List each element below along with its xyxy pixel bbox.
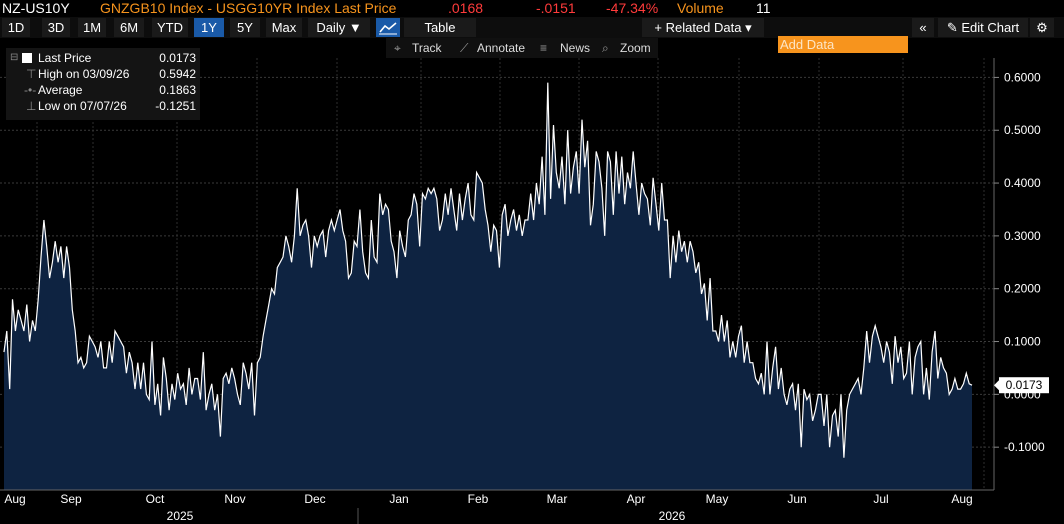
x-month-label: Oct	[146, 492, 165, 506]
y-tick-label: 0.6000	[1004, 70, 1041, 84]
range-1d-button[interactable]: 1D	[2, 18, 30, 37]
x-month-label: Dec	[304, 492, 325, 506]
white-swatch-icon	[22, 53, 32, 63]
average-marker-icon: -•-	[24, 83, 37, 97]
news-button[interactable]: News	[560, 41, 591, 55]
range-1m-button[interactable]: 1M	[78, 18, 106, 37]
range-ytd-button[interactable]: YTD	[152, 18, 188, 37]
magnifier-icon: ⌕	[602, 41, 609, 55]
series-line	[3, 82, 973, 458]
low-marker-icon: ⊥	[26, 99, 37, 113]
legend-last-value: 0.0173	[159, 51, 196, 65]
legend-high-value: 0.5942	[159, 67, 196, 81]
edit-chart-button[interactable]: ✎ Edit Chart	[938, 18, 1028, 37]
chart-tools-bar: ⌖ Track ⟋ Annotate ≡ News ⌕ Zoom	[386, 38, 658, 58]
last-price-value: .0168	[448, 0, 484, 16]
pencil-icon: ✎	[946, 20, 958, 35]
legend-average-value: 0.1863	[159, 83, 196, 97]
volume-value: 11	[756, 0, 771, 16]
range-1y-button[interactable]: 1Y	[194, 18, 224, 37]
last-value-box	[999, 377, 1049, 394]
legend-row-last: ⊟ Last Price 0.0173	[6, 50, 200, 66]
legend-high-label: High on 03/09/26	[38, 67, 130, 81]
y-tick-label: 0.1000	[1004, 335, 1041, 349]
x-axis-ticks: Aug Sep Oct Nov Dec Jan Feb Mar Apr May Jun Jul Aug 2…	[0, 489, 994, 524]
crosshair-icon: ⌖	[394, 41, 401, 55]
price-change-pct: -47.34%	[606, 0, 659, 16]
volume-label: Volume	[677, 0, 724, 16]
high-marker-icon: ⊤	[26, 67, 37, 81]
zoom-button[interactable]: Zoom	[620, 41, 651, 55]
x-month-label: Apr	[627, 492, 646, 506]
range-3d-button[interactable]: 3D	[42, 18, 70, 37]
y-tick-label: 0.5000	[1004, 123, 1041, 137]
x-month-label: Jun	[787, 492, 806, 506]
y-axis-ticks: 0.60000.50000.40000.30000.20000.10000.00…	[994, 70, 1045, 454]
y-tick-label: 0.2000	[1004, 282, 1041, 296]
x-month-label: Aug	[951, 492, 972, 506]
add-data-input[interactable]: Add Data	[778, 36, 908, 53]
line-chart-icon[interactable]	[376, 18, 400, 37]
annotate-button[interactable]: Annotate	[477, 41, 526, 55]
news-icon: ≡	[540, 41, 548, 55]
legend-low-label: Low on 07/07/26	[38, 99, 127, 113]
range-max-button[interactable]: Max	[266, 18, 302, 37]
last-value-pointer	[994, 380, 999, 391]
gear-icon[interactable]: ⚙	[1030, 18, 1054, 37]
y-tick-label: 0.3000	[1004, 229, 1041, 243]
x-year-label: 2025	[167, 509, 194, 523]
legend-last-label: Last Price	[38, 51, 92, 65]
y-tick-label: -0.1000	[1004, 440, 1045, 454]
related-data-button[interactable]: + Related Data ▾	[642, 18, 764, 37]
collapse-box-icon[interactable]: ⊟	[10, 52, 19, 63]
edit-chart-label: Edit Chart	[961, 20, 1020, 35]
y-tick-label: 0.4000	[1004, 176, 1041, 190]
series-area	[4, 82, 972, 490]
range-6m-button[interactable]: 6M	[114, 18, 144, 37]
x-month-label: Nov	[224, 492, 245, 506]
last-value-label: 0.0173	[1006, 378, 1043, 392]
x-month-label: Mar	[547, 492, 568, 506]
security-name: GNZGB10 Index - USGG10YR Index Last Pric…	[100, 0, 397, 16]
line-chart-glyph	[379, 22, 397, 35]
table-button[interactable]: Table	[404, 18, 476, 37]
legend-row-average: -•- Average 0.1863	[6, 82, 200, 98]
last-value-marker: 0.0173	[994, 377, 1049, 394]
x-month-label: Feb	[468, 492, 489, 506]
x-year-label: 2026	[659, 509, 686, 523]
pen-icon: ⟋	[460, 41, 469, 55]
x-month-label: Sep	[60, 492, 82, 506]
x-month-label: Jul	[873, 492, 888, 506]
collapse-icon[interactable]: «	[912, 18, 934, 37]
price-change: -.0151	[536, 0, 576, 16]
range-5y-button[interactable]: 5Y	[230, 18, 260, 37]
x-month-label: Aug	[4, 492, 25, 506]
legend-box: ⊟ Last Price 0.0173 ⊤ High on 03/09/26 0…	[6, 48, 200, 120]
price-chart[interactable]: 0.60000.50000.40000.30000.20000.10000.00…	[0, 58, 1064, 524]
chart-toolbar: 1D 3D 1M 6M YTD 1Y 5Y Max Daily ▼ Table …	[0, 17, 1064, 53]
frequency-dropdown[interactable]: Daily ▼	[308, 18, 370, 37]
legend-average-label: Average	[38, 83, 83, 97]
ticker-label[interactable]: NZ-US10Y	[2, 0, 70, 16]
legend-row-low: ⊥ Low on 07/07/26 -0.1251	[6, 98, 200, 114]
legend-low-value: -0.1251	[155, 99, 196, 113]
x-month-label: Jan	[389, 492, 408, 506]
legend-row-high: ⊤ High on 03/09/26 0.5942	[6, 66, 200, 82]
track-button[interactable]: Track	[412, 41, 442, 55]
x-month-label: May	[706, 492, 729, 506]
security-title-bar: NZ-US10Y GNZGB10 Index - USGG10YR Index …	[0, 0, 1064, 17]
